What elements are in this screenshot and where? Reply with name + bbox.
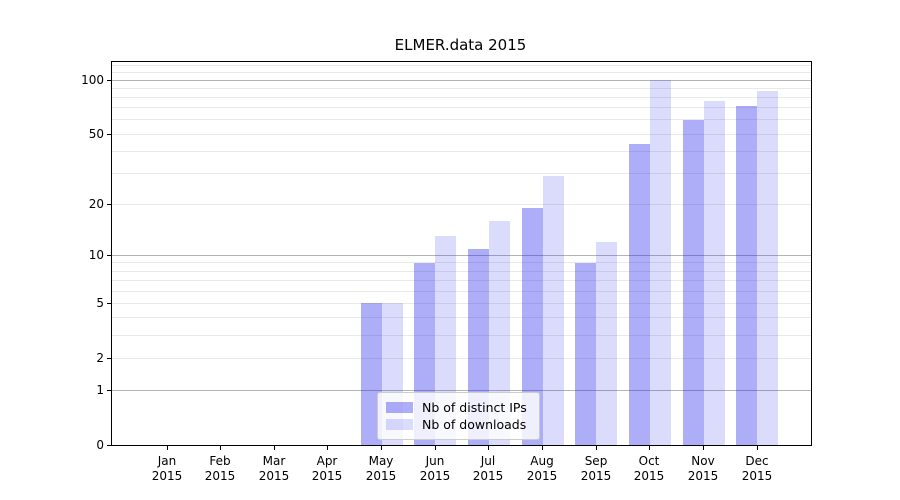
- x-tick-mark-Aug: [542, 446, 543, 450]
- bar-distinct-ips-May: [360, 303, 382, 445]
- bar-distinct-ips-Aug: [521, 208, 543, 445]
- x-tick-label-Jan: Jan 2015: [151, 454, 183, 483]
- x-tick-label-Apr: Apr 2015: [311, 454, 343, 483]
- x-tick-label-Dec: Dec 2015: [741, 454, 773, 483]
- gridline-minor-3: [112, 335, 811, 336]
- x-tick-mark-Dec: [757, 446, 758, 450]
- gridline-minor-60: [112, 119, 811, 120]
- gridline-major-10: [112, 255, 811, 256]
- bar-distinct-ips-Sep: [575, 262, 597, 445]
- gridline-minor-50: [112, 134, 811, 135]
- gridline-minor-6: [112, 291, 811, 292]
- y-tick-label-1: 1: [96, 383, 104, 397]
- y-tick-label-20: 20: [88, 197, 104, 211]
- x-tick-mark-Mar: [274, 446, 275, 450]
- bar-downloads-Sep: [596, 242, 618, 445]
- y-tick-mark-2: [107, 358, 111, 359]
- gridline-minor-90: [112, 88, 811, 89]
- y-tick-mark-1: [107, 390, 111, 391]
- legend-label-downloads: Nb of downloads: [422, 416, 527, 432]
- y-tick-mark-0: [107, 445, 111, 446]
- x-tick-mark-Jul: [488, 446, 489, 450]
- x-tick-label-Feb: Feb 2015: [204, 454, 236, 483]
- gridline-minor-110: [112, 72, 811, 73]
- gridline-minor-30: [112, 173, 811, 174]
- y-tick-mark-20: [107, 204, 111, 205]
- legend: Nb of distinct IPs Nb of downloads: [377, 392, 540, 440]
- y-tick-label-50: 50: [88, 127, 104, 141]
- x-tick-mark-Sep: [596, 446, 597, 450]
- x-tick-mark-Feb: [220, 446, 221, 450]
- x-tick-label-Jun: Jun 2015: [419, 454, 451, 483]
- bar-downloads-Aug: [542, 176, 564, 445]
- y-tick-label-0: 0: [96, 438, 104, 452]
- x-tick-label-May: May 2015: [365, 454, 397, 483]
- legend-swatch-distinct-ips: [386, 402, 413, 413]
- gridline-minor-80: [112, 97, 811, 98]
- chart-title: ELMER.data 2015: [394, 36, 527, 54]
- bar-distinct-ips-Oct: [628, 144, 650, 445]
- gridline-minor-5: [112, 303, 811, 304]
- gridline-minor-70: [112, 107, 811, 108]
- x-tick-mark-Jan: [167, 446, 168, 450]
- x-tick-label-Aug: Aug 2015: [526, 454, 558, 483]
- bar-distinct-ips-Nov: [682, 120, 704, 445]
- y-tick-label-10: 10: [88, 248, 104, 262]
- x-tick-label-Jul: Jul 2015: [472, 454, 504, 483]
- y-tick-label-2: 2: [96, 351, 104, 365]
- gridline-minor-40: [112, 151, 811, 152]
- x-tick-mark-Apr: [327, 446, 328, 450]
- gridline-minor-120: [112, 65, 811, 66]
- y-tick-mark-10: [107, 255, 111, 256]
- gridline-minor-9: [112, 262, 811, 263]
- x-tick-label-Oct: Oct 2015: [633, 454, 665, 483]
- y-tick-label-100: 100: [81, 73, 104, 87]
- legend-swatch-downloads: [386, 419, 413, 430]
- bar-downloads-Oct: [649, 80, 671, 445]
- gridline-major-100: [112, 80, 811, 81]
- plot-area: [111, 61, 812, 446]
- x-tick-label-Sep: Sep 2015: [580, 454, 612, 483]
- legend-entry-downloads: Nb of downloads: [386, 416, 531, 433]
- gridline-major-1: [112, 390, 811, 391]
- gridline-minor-2: [112, 358, 811, 359]
- gridline-minor-4: [112, 317, 811, 318]
- y-tick-mark-5: [107, 303, 111, 304]
- gridline-minor-7: [112, 280, 811, 281]
- x-tick-mark-Jun: [435, 446, 436, 450]
- y-tick-label-5: 5: [96, 296, 104, 310]
- bar-downloads-Dec: [757, 91, 779, 445]
- legend-label-distinct-ips: Nb of distinct IPs: [422, 399, 527, 415]
- x-tick-mark-Nov: [703, 446, 704, 450]
- x-tick-mark-Oct: [649, 446, 650, 450]
- gridline-minor-8: [112, 271, 811, 272]
- y-tick-mark-50: [107, 134, 111, 135]
- gridline-minor-20: [112, 204, 811, 205]
- legend-entry-distinct-ips: Nb of distinct IPs: [386, 399, 531, 416]
- bar-downloads-Jul: [488, 221, 510, 445]
- x-tick-label-Nov: Nov 2015: [687, 454, 719, 483]
- bar-downloads-Nov: [703, 100, 725, 445]
- y-tick-mark-100: [107, 80, 111, 81]
- x-tick-mark-May: [381, 446, 382, 450]
- bar-distinct-ips-Dec: [736, 105, 758, 445]
- x-tick-label-Mar: Mar 2015: [258, 454, 290, 483]
